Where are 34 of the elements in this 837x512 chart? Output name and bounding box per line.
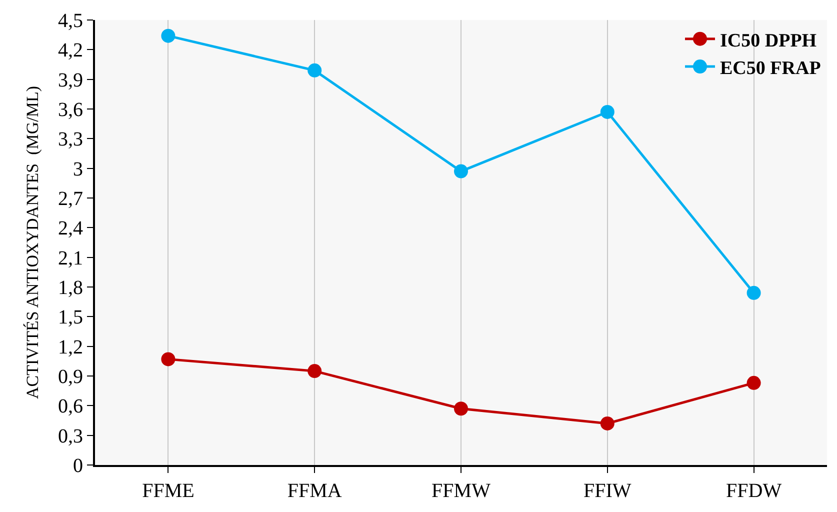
y-tick-label: 3,6 bbox=[58, 99, 83, 121]
y-tick-label: 3,3 bbox=[58, 128, 83, 151]
point bbox=[454, 402, 468, 416]
y-tick-label: 4,5 bbox=[58, 10, 83, 32]
point bbox=[308, 364, 322, 378]
point bbox=[746, 286, 761, 300]
y-tick-label: 1,5 bbox=[58, 306, 83, 329]
y-tick-label: 4,2 bbox=[58, 40, 83, 62]
y-tick-label: 2,4 bbox=[58, 218, 83, 240]
legend-label: EC50 FRAP bbox=[720, 58, 822, 79]
y-tick-label: 2,1 bbox=[58, 247, 83, 270]
legend-label: IC50 DPPH bbox=[720, 30, 817, 52]
y-axis-title: ACTIVITÉS ANTIOXYDANTES (MG/ML) bbox=[23, 86, 42, 400]
y-tick-label: 3,9 bbox=[58, 69, 83, 92]
point bbox=[454, 164, 468, 178]
y-tick-label: 0,9 bbox=[58, 366, 83, 388]
point bbox=[161, 28, 176, 43]
point bbox=[161, 352, 176, 366]
x-tick-label: FFMW bbox=[432, 480, 491, 502]
x-tick-label: FFME bbox=[142, 480, 194, 502]
y-tick-label: 2,7 bbox=[58, 188, 83, 210]
y-tick-label: 3 bbox=[73, 158, 83, 180]
y-tick-label: 0,6 bbox=[58, 396, 83, 418]
point bbox=[600, 104, 614, 119]
x-tick-label: FFDW bbox=[726, 480, 782, 502]
y-tick-label: 1,2 bbox=[58, 336, 83, 358]
y-tick-label: 0,3 bbox=[58, 425, 83, 448]
point bbox=[308, 63, 322, 78]
y-tick-label: 1,8 bbox=[58, 277, 83, 299]
x-tick-label: FFMA bbox=[287, 480, 342, 502]
x-tick-label: FFIW bbox=[584, 480, 632, 502]
point bbox=[746, 376, 761, 390]
y-tick-label: 0 bbox=[73, 455, 83, 477]
point bbox=[600, 416, 614, 430]
